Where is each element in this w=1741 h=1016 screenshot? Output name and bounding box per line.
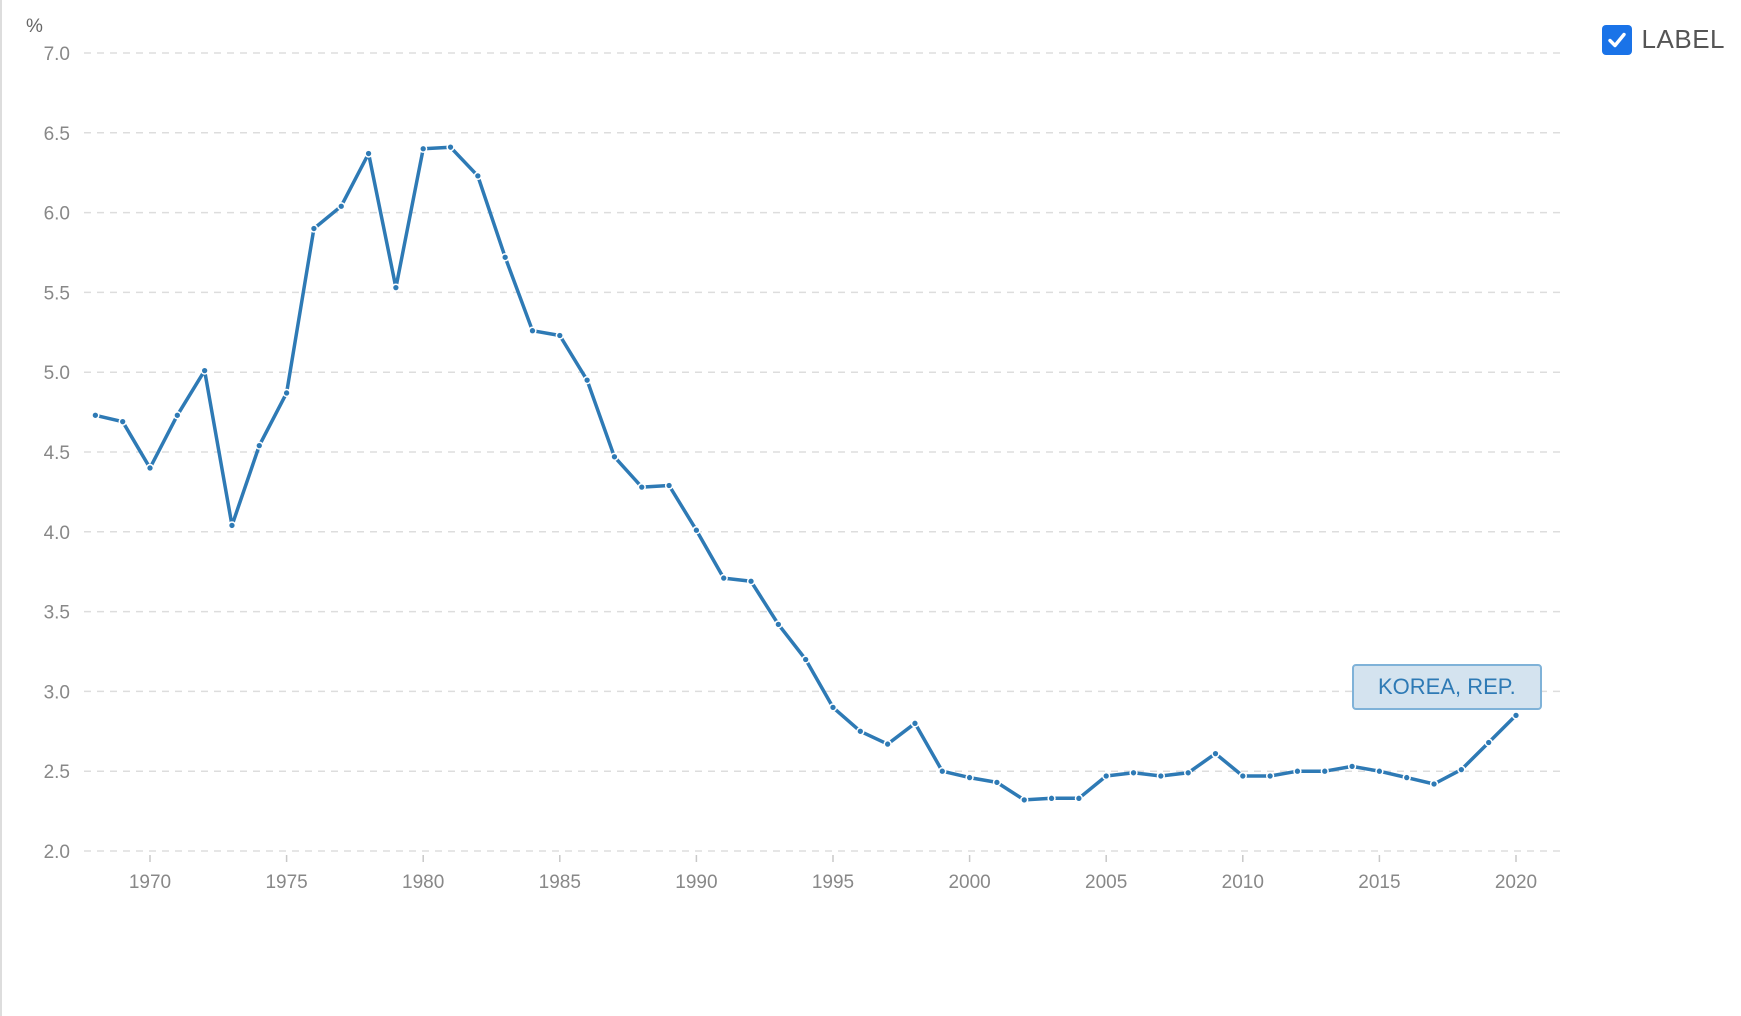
data-point[interactable] <box>118 417 127 426</box>
data-point[interactable] <box>610 452 619 461</box>
data-point[interactable] <box>1074 794 1084 803</box>
x-tick-label: 1970 <box>129 872 171 893</box>
data-point[interactable] <box>91 411 100 420</box>
data-point[interactable] <box>1457 765 1466 774</box>
checkmark-icon <box>1607 32 1626 47</box>
x-tick-label: 1985 <box>539 872 581 893</box>
data-point[interactable] <box>1347 762 1357 771</box>
data-point[interactable] <box>473 171 482 181</box>
data-point[interactable] <box>1184 768 1193 777</box>
x-tick-label: 1990 <box>675 872 717 893</box>
x-tick-label: 2000 <box>948 872 990 893</box>
data-point[interactable] <box>555 331 564 340</box>
y-tick-label: 3.5 <box>44 603 70 624</box>
y-tick-label: 6.5 <box>44 124 70 145</box>
data-point[interactable] <box>664 481 674 490</box>
data-point[interactable] <box>1156 771 1165 781</box>
data-point[interactable] <box>774 620 783 629</box>
data-point[interactable] <box>200 366 209 375</box>
data-point[interactable] <box>173 411 182 420</box>
data-point[interactable] <box>746 577 756 586</box>
data-point[interactable] <box>719 573 728 583</box>
y-tick-label: 7.0 <box>44 44 70 65</box>
data-point[interactable] <box>145 463 155 473</box>
data-point[interactable] <box>1211 749 1220 758</box>
data-point[interactable] <box>1484 738 1493 747</box>
data-point[interactable] <box>1402 773 1411 782</box>
data-point[interactable] <box>856 727 865 736</box>
data-point[interactable] <box>1020 795 1029 805</box>
data-point[interactable] <box>309 224 319 233</box>
data-point[interactable] <box>1129 768 1138 777</box>
data-point[interactable] <box>883 739 892 749</box>
data-point[interactable] <box>1238 771 1247 781</box>
x-tick-label: 1975 <box>265 872 307 893</box>
y-tick-label: 2.0 <box>44 842 70 863</box>
series-line[interactable] <box>93 145 1518 802</box>
data-point[interactable] <box>419 144 428 153</box>
data-point[interactable] <box>528 326 537 335</box>
data-point[interactable] <box>364 149 373 158</box>
x-tick-label: 2020 <box>1495 872 1537 893</box>
data-point[interactable] <box>391 283 401 292</box>
x-tick-label: 1980 <box>402 872 444 893</box>
data-point[interactable] <box>446 143 455 152</box>
x-tick-label: 1995 <box>812 872 854 893</box>
data-point[interactable] <box>828 703 838 712</box>
legend-label: LABEL <box>1641 24 1725 54</box>
y-tick-label: 4.0 <box>44 523 70 544</box>
data-point[interactable] <box>1265 771 1275 781</box>
x-tick-label: 2015 <box>1358 872 1400 893</box>
x-axis-ticks: 1970 1975 1980 1985 1990 1995 2000 2005 2010 2015… <box>129 855 1537 893</box>
data-point[interactable] <box>1511 711 1521 720</box>
data-point[interactable] <box>255 441 264 450</box>
data-point[interactable] <box>1047 794 1056 803</box>
legend-toggle[interactable]: LABEL <box>1601 24 1725 55</box>
y-tick-label: 5.0 <box>44 363 70 384</box>
data-series <box>91 143 1521 805</box>
data-point[interactable] <box>582 376 592 385</box>
y-tick-label: 4.5 <box>44 443 70 464</box>
data-point[interactable] <box>1375 767 1384 776</box>
data-point[interactable] <box>692 526 701 535</box>
data-point[interactable] <box>965 773 974 782</box>
data-point[interactable] <box>1293 767 1302 776</box>
y-tick-label: 5.5 <box>44 283 70 304</box>
data-point[interactable] <box>1429 779 1439 789</box>
series-name-tag: KOREA, REP. <box>1352 664 1542 711</box>
gridlines <box>84 52 1560 852</box>
data-point[interactable] <box>337 202 346 211</box>
data-point[interactable] <box>910 719 920 728</box>
y-axis-ticks: 2.0 2.5 3.0 3.5 4.0 4.5 5.0 5.5 6.0 6.5 7.0 <box>44 44 70 863</box>
legend-checkbox[interactable] <box>1601 24 1632 55</box>
data-point[interactable] <box>938 767 947 776</box>
chart-left-border <box>0 0 2 1016</box>
data-point[interactable] <box>801 655 810 664</box>
data-point[interactable] <box>1102 771 1111 781</box>
data-point[interactable] <box>992 778 1002 787</box>
data-point[interactable] <box>637 482 646 492</box>
y-tick-label: 6.0 <box>44 204 70 225</box>
y-axis-unit-label: % <box>26 16 43 37</box>
data-point[interactable] <box>282 388 291 398</box>
data-point[interactable] <box>1320 767 1329 776</box>
y-tick-label: 2.5 <box>44 762 70 783</box>
data-point[interactable] <box>501 253 510 262</box>
y-tick-label: 3.0 <box>44 682 70 703</box>
data-point[interactable] <box>227 521 237 530</box>
x-tick-label: 2010 <box>1222 872 1264 893</box>
x-tick-label: 2005 <box>1085 872 1127 893</box>
